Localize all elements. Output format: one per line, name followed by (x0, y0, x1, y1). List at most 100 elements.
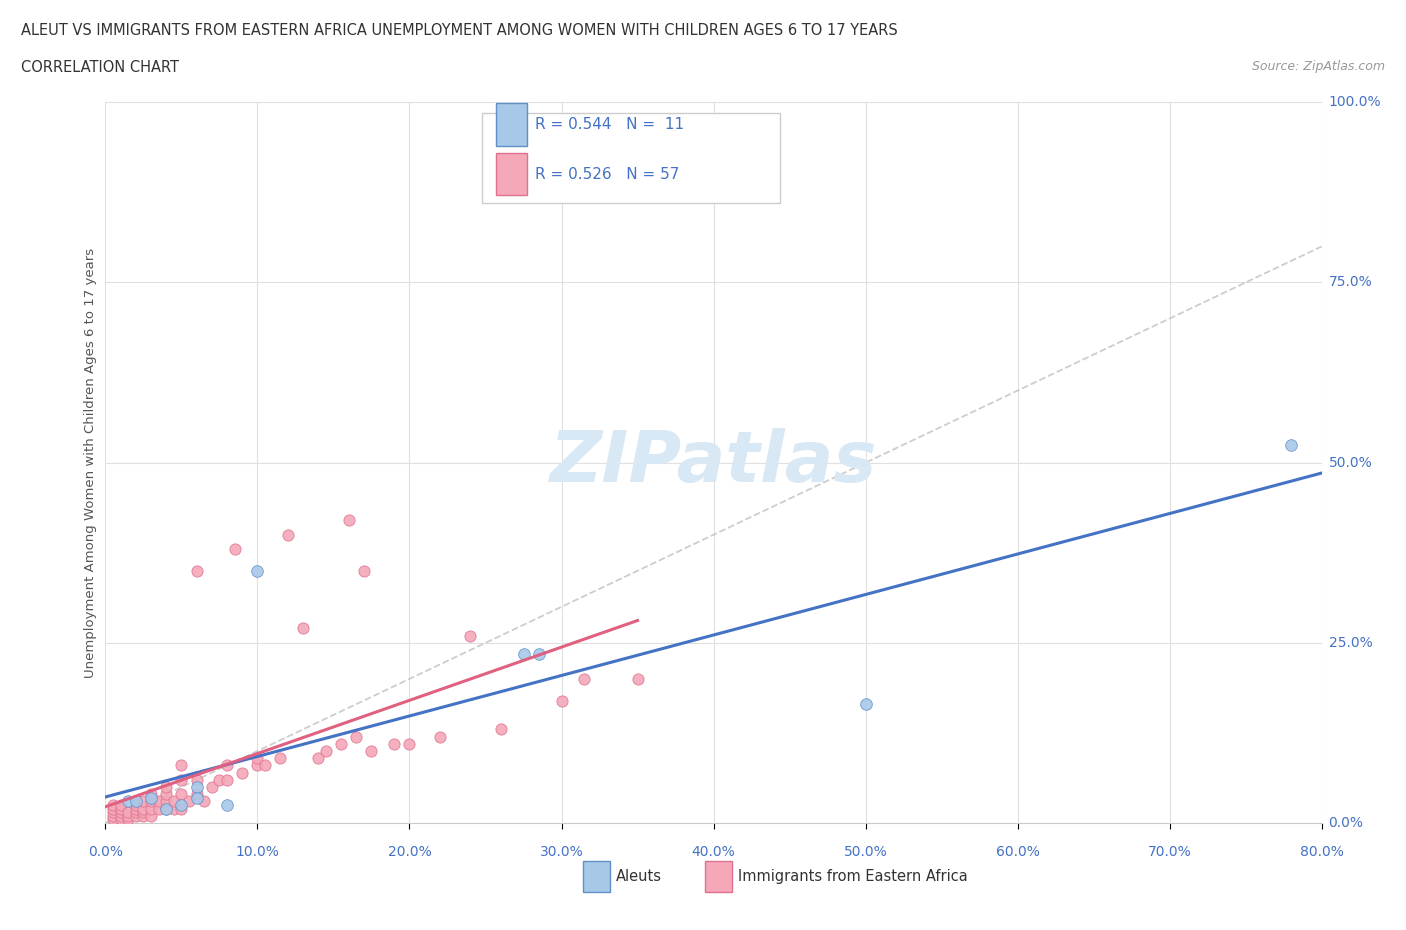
Point (101, 804, 124, 819)
Text: 70.0%: 70.0% (1147, 845, 1191, 859)
Point (201, 779, 224, 794)
Point (177, 794, 200, 809)
Text: ZIPatlas: ZIPatlas (550, 428, 877, 498)
Point (1279, 437, 1302, 452)
FancyBboxPatch shape (704, 861, 731, 892)
Point (139, 794, 162, 809)
Point (148, 794, 170, 809)
Point (110, 801, 132, 817)
Point (170, 758, 193, 773)
Point (170, 798, 193, 813)
Point (101, 798, 124, 813)
Point (125, 804, 148, 819)
Point (330, 737, 353, 751)
Point (186, 564, 208, 578)
Point (117, 812, 139, 827)
Point (337, 513, 360, 528)
Text: 50.0%: 50.0% (844, 845, 887, 859)
Point (125, 808, 148, 823)
Point (231, 765, 253, 780)
Point (132, 804, 155, 819)
Point (344, 729, 367, 744)
FancyBboxPatch shape (496, 153, 527, 195)
Text: 80.0%: 80.0% (1299, 845, 1344, 859)
Point (307, 751, 329, 765)
Point (217, 772, 239, 787)
Point (246, 758, 269, 773)
Point (139, 787, 162, 802)
Point (193, 794, 215, 809)
Text: Aleuts: Aleuts (616, 869, 662, 883)
Text: R = 0.544   N =  11: R = 0.544 N = 11 (534, 117, 683, 132)
Point (489, 722, 512, 737)
Point (110, 804, 132, 819)
FancyBboxPatch shape (583, 861, 610, 892)
Point (527, 646, 550, 661)
Text: ALEUT VS IMMIGRANTS FROM EASTERN AFRICA UNEMPLOYMENT AMONG WOMEN WITH CHILDREN A: ALEUT VS IMMIGRANTS FROM EASTERN AFRICA … (21, 23, 898, 38)
Point (224, 541, 246, 556)
Point (148, 801, 170, 817)
Point (155, 801, 177, 817)
Point (110, 812, 132, 827)
Text: R = 0.526   N = 57: R = 0.526 N = 57 (534, 166, 679, 181)
Point (139, 801, 162, 817)
Point (110, 808, 132, 823)
Text: 50.0%: 50.0% (1329, 456, 1372, 470)
Point (315, 744, 337, 759)
Point (382, 737, 405, 751)
Point (170, 801, 193, 817)
Point (101, 801, 124, 817)
Point (186, 779, 208, 794)
Point (277, 527, 299, 542)
Text: 30.0%: 30.0% (540, 845, 583, 859)
Point (626, 671, 648, 686)
Point (132, 794, 155, 809)
Point (155, 794, 177, 809)
Point (512, 646, 534, 661)
Point (186, 772, 208, 787)
Point (101, 808, 124, 823)
Point (186, 790, 208, 805)
Point (170, 787, 193, 802)
Point (269, 751, 291, 765)
Point (398, 737, 420, 751)
Text: 60.0%: 60.0% (995, 845, 1039, 859)
Point (117, 808, 139, 823)
Text: 0.0%: 0.0% (1329, 816, 1364, 830)
Point (254, 758, 277, 773)
Point (246, 564, 269, 578)
Point (292, 621, 315, 636)
Text: Source: ZipAtlas.com: Source: ZipAtlas.com (1251, 60, 1385, 73)
Point (132, 808, 155, 823)
Text: 25.0%: 25.0% (1329, 636, 1372, 650)
Text: 75.0%: 75.0% (1329, 275, 1372, 289)
Text: 0.0%: 0.0% (89, 845, 122, 859)
Point (429, 729, 451, 744)
Point (574, 671, 596, 686)
Point (139, 790, 162, 805)
Point (163, 794, 186, 809)
FancyBboxPatch shape (482, 113, 780, 203)
Point (125, 801, 148, 817)
FancyBboxPatch shape (496, 103, 527, 145)
Point (550, 693, 572, 708)
Point (110, 798, 132, 813)
Point (217, 798, 239, 813)
Point (246, 751, 269, 765)
Point (155, 801, 177, 817)
Point (170, 772, 193, 787)
Text: 40.0%: 40.0% (692, 845, 735, 859)
Point (117, 794, 139, 809)
Point (208, 772, 231, 787)
Point (360, 744, 382, 759)
Point (155, 787, 177, 802)
Point (132, 801, 155, 817)
Point (117, 804, 139, 819)
Point (139, 808, 162, 823)
Point (125, 798, 148, 813)
Text: 10.0%: 10.0% (236, 845, 280, 859)
Point (353, 564, 375, 578)
Point (217, 758, 239, 773)
Text: CORRELATION CHART: CORRELATION CHART (21, 60, 179, 75)
Y-axis label: Unemployment Among Women with Children Ages 6 to 17 years: Unemployment Among Women with Children A… (84, 247, 97, 678)
